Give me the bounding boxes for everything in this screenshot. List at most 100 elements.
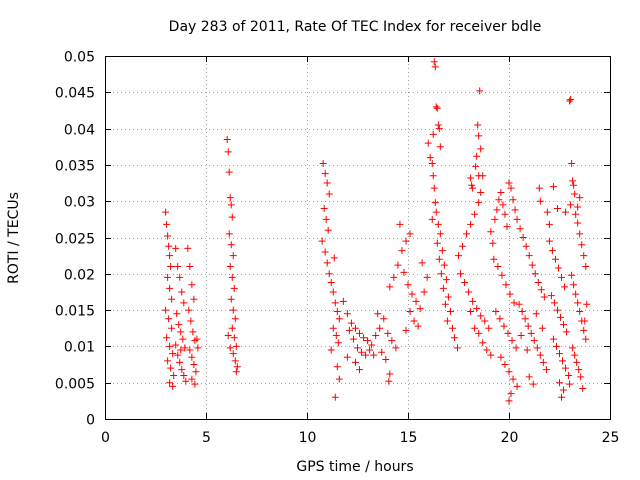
data-point <box>440 261 448 269</box>
data-point <box>406 308 414 316</box>
data-point <box>472 162 480 170</box>
data-point <box>224 332 232 340</box>
data-point <box>487 228 495 236</box>
data-point <box>174 351 182 359</box>
data-point <box>168 324 176 332</box>
data-point <box>232 342 240 350</box>
data-point <box>376 324 384 332</box>
x-tick-label: 25 <box>602 430 620 446</box>
data-point <box>549 183 557 191</box>
data-point <box>325 270 333 278</box>
data-point <box>182 377 190 385</box>
data-point <box>523 346 531 354</box>
data-point <box>416 305 424 313</box>
data-point <box>432 103 440 111</box>
data-point <box>465 288 473 296</box>
data-point <box>505 368 513 376</box>
data-point <box>497 353 505 361</box>
data-point <box>227 295 235 303</box>
data-point <box>232 368 240 376</box>
data-point <box>471 210 479 218</box>
data-point <box>431 63 439 71</box>
data-point <box>228 213 236 221</box>
data-point <box>412 297 420 305</box>
data-point <box>226 263 234 271</box>
data-point <box>434 220 442 228</box>
data-point <box>441 300 449 308</box>
data-point <box>582 263 590 271</box>
data-point <box>571 190 579 198</box>
data-point <box>556 379 563 387</box>
data-point <box>547 292 555 300</box>
data-point <box>509 375 517 383</box>
data-point <box>457 270 465 278</box>
data-point <box>557 313 565 321</box>
data-point <box>187 317 195 325</box>
data-point <box>502 281 510 289</box>
data-point <box>524 322 532 330</box>
data-point <box>180 371 188 379</box>
data-point <box>333 308 341 316</box>
data-point <box>351 324 359 332</box>
data-point <box>545 237 553 245</box>
data-point <box>226 344 234 352</box>
data-point <box>327 279 335 287</box>
data-point <box>559 357 567 365</box>
data-point <box>229 252 237 260</box>
data-point <box>166 284 174 292</box>
data-point <box>189 328 197 336</box>
data-point <box>434 121 442 129</box>
data-point <box>320 204 328 212</box>
data-point <box>491 215 499 223</box>
x-axis-label: GPS time / hours <box>296 459 413 475</box>
data-point <box>172 341 180 349</box>
data-point <box>437 270 445 278</box>
y-tick-label: 0.04 <box>64 123 95 139</box>
data-point <box>165 242 173 250</box>
data-point <box>225 168 233 176</box>
data-point <box>333 363 341 371</box>
data-point <box>227 241 235 249</box>
data-point <box>388 337 396 345</box>
data-point <box>565 371 573 379</box>
data-point <box>574 203 582 211</box>
data-point <box>331 393 339 401</box>
y-tick-label: 0.035 <box>55 159 95 175</box>
data-point <box>493 206 501 214</box>
data-point <box>518 308 526 316</box>
data-point <box>186 346 194 354</box>
data-point <box>511 206 519 214</box>
data-point <box>467 174 475 182</box>
data-point <box>435 255 443 263</box>
data-point <box>553 204 561 212</box>
data-point <box>343 353 351 361</box>
data-point <box>229 350 237 358</box>
data-point <box>569 177 577 185</box>
data-point <box>429 172 437 180</box>
x-tick-label: 5 <box>202 430 211 446</box>
data-point <box>566 380 574 388</box>
data-point <box>414 322 422 330</box>
data-point <box>436 230 444 238</box>
data-point <box>492 308 500 316</box>
data-point <box>551 255 559 263</box>
data-point <box>176 273 184 281</box>
data-point <box>181 344 189 352</box>
data-point <box>168 295 176 303</box>
data-point <box>330 254 338 262</box>
data-point <box>467 308 475 316</box>
data-point <box>349 335 357 343</box>
data-point <box>556 350 563 358</box>
data-point <box>354 344 361 352</box>
data-point <box>430 58 438 66</box>
data-point <box>335 315 343 323</box>
data-point <box>177 346 185 354</box>
data-point <box>477 145 485 153</box>
data-point <box>477 188 485 196</box>
data-point <box>194 344 202 352</box>
data-point <box>392 344 400 352</box>
data-point <box>329 324 337 332</box>
data-point <box>404 281 412 289</box>
data-point <box>192 368 200 376</box>
